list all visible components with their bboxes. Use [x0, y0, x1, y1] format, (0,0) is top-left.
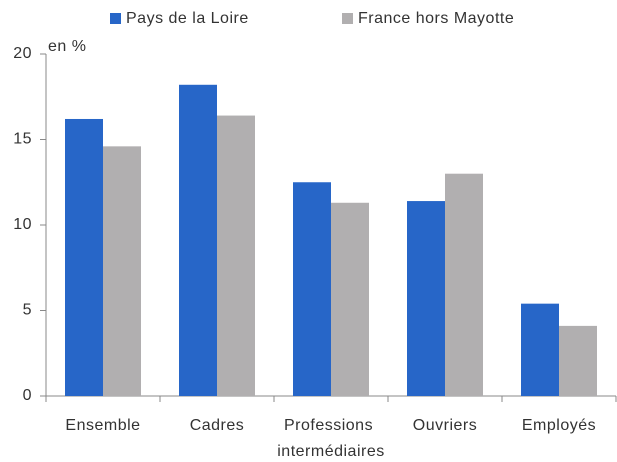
bar — [103, 146, 141, 396]
bar — [559, 325, 597, 396]
x-tick-label: Employés — [522, 417, 596, 434]
y-tick-label: 15 — [13, 131, 32, 148]
x-tick-label: Ensemble — [65, 417, 140, 434]
bar — [445, 173, 483, 396]
legend-label: Pays de la Loire — [126, 10, 249, 27]
bar — [179, 84, 217, 396]
bar — [331, 202, 369, 396]
bar — [293, 182, 331, 396]
x-tick-label: Ouvriers — [413, 417, 477, 434]
x-tick-label: Cadres — [190, 417, 245, 434]
y-tick-label: 20 — [13, 45, 32, 62]
legend-swatch — [342, 13, 353, 24]
x-tick-label: Professions intermédiaires — [277, 417, 384, 460]
bar — [217, 115, 255, 396]
bar — [65, 118, 103, 396]
y-tick-label: 0 — [23, 387, 32, 404]
y-axis-label: en % — [48, 38, 86, 55]
bar — [521, 303, 559, 396]
legend-label: France hors Mayotte — [358, 10, 514, 27]
bar — [407, 201, 445, 396]
legend-swatch — [110, 13, 121, 24]
y-tick-label: 5 — [23, 302, 32, 319]
y-tick-label: 10 — [13, 216, 32, 233]
